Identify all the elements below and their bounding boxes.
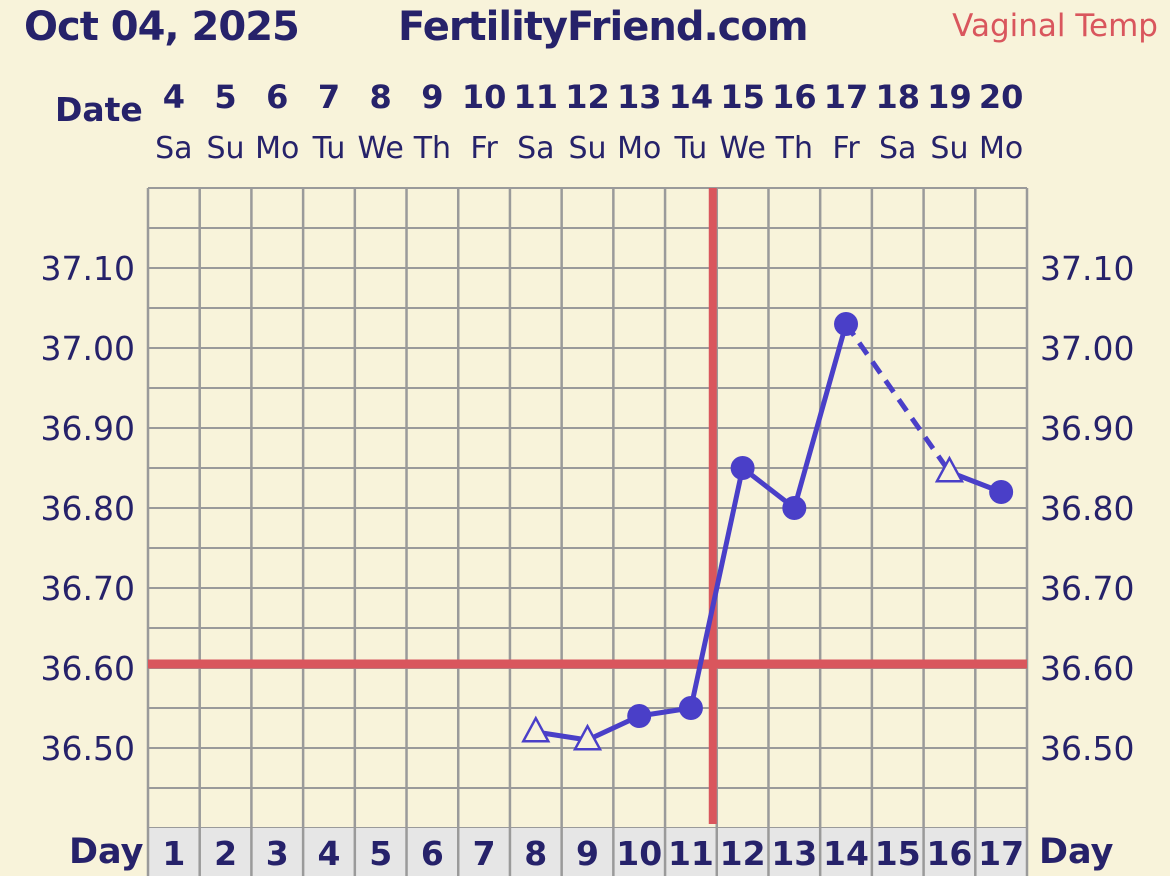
ytick-label-right: 36.60 [1040,649,1134,688]
date-label: 16 [772,78,817,116]
cycle-day-label: 14 [823,834,869,873]
date-label: 11 [514,78,559,116]
cycle-day-label: 16 [926,834,972,873]
weekday-label: Th [413,131,451,166]
weekday-label: Tu [674,131,708,166]
chart-grid [146,187,1029,829]
weekday-label: Mo [617,131,661,166]
cycle-day-label: 9 [576,834,599,873]
date-label: 10 [462,78,507,116]
series-segment [688,465,746,711]
date-label: 17 [824,78,869,116]
cycle-day-label: 4 [317,834,340,873]
ytick-label-left: 36.60 [41,649,135,688]
date-label: 19 [927,78,972,116]
cycle-day-row-bg [148,828,1027,876]
dates-row: 4 5 6 7 8 9 10 11 12 13 14 15 16 17 18 19 20 [163,78,1024,116]
weekday-label: Sa [155,131,192,166]
cycle-day-row: 1 2 3 4 5 6 7 8 9 10 11 12 13 14 15 16 17 [146,828,1029,876]
series-segment [791,321,849,511]
ytick-label-left: 36.80 [41,489,135,528]
temp-point [989,480,1014,504]
date-label: 5 [214,78,236,116]
weekday-label: Mo [255,131,299,166]
cycle-day-label: 8 [524,834,547,873]
cycle-day-label: 6 [421,834,444,873]
weekday-label: Mo [979,131,1023,166]
date-label: 6 [266,78,288,116]
temp-point [678,696,703,720]
cycle-day-label: 1 [162,834,185,873]
temp-method-label: Vaginal Temp [952,8,1158,44]
ytick-label-right: 37.00 [1040,329,1134,368]
date-label: 9 [421,78,443,116]
weekday-label: Sa [517,131,554,166]
cycle-day-label: 15 [875,834,921,873]
weekday-label: Su [568,131,606,166]
ytick-label-left: 37.00 [41,329,135,368]
weekdays-row: Sa Su Mo Tu We Th Fr Sa Su Mo Tu We Th Fr Sa Su Mo [155,131,1023,166]
cycle-day-label: 11 [668,834,714,873]
temp-point [730,456,755,480]
weekday-label: Su [207,131,245,166]
cycle-day-label: 2 [214,834,237,873]
cycle-day-label: 17 [978,834,1024,873]
weekday-label: Tu [312,131,346,166]
temperature-axis: 36.50 36.50 36.60 36.60 36.70 36.70 36.80 36.80… [41,249,1135,768]
ytick-label-left: 37.10 [41,249,135,288]
weekday-label: Su [930,131,968,166]
date-label: 14 [669,78,714,116]
ytick-label-right: 36.70 [1040,569,1134,608]
date-label: 15 [720,78,765,116]
weekday-label: We [357,131,403,166]
weekday-label: Th [775,131,813,166]
date-label: 8 [370,78,392,116]
weekday-label: We [719,131,765,166]
cycle-day-label: 12 [720,834,766,873]
date-label: 13 [617,78,662,116]
site-title: FertilityFriend.com [398,4,809,50]
ytick-label-right: 36.90 [1040,409,1134,448]
ytick-label-right: 37.10 [1040,249,1134,288]
day-row-label-left: Day [69,832,144,872]
ytick-label-left: 36.70 [41,569,135,608]
date-label: 20 [979,78,1024,116]
ytick-label-left: 36.90 [41,409,135,448]
cycle-day-label: 5 [369,834,392,873]
cycle-day-label: 7 [473,834,496,873]
date-label: 4 [163,78,185,116]
ytick-label-right: 36.50 [1040,729,1134,768]
temp-point-open [521,715,551,743]
weekday-label: Fr [832,131,860,166]
series-segment-dashed [843,322,952,474]
ytick-label-right: 36.80 [1040,489,1134,528]
date-row-label: Date [55,90,143,129]
date-label: 7 [318,78,340,116]
temp-point [834,312,859,336]
fertility-markers [148,188,1027,824]
day-row-label-right: Day [1039,832,1114,872]
weekday-label: Sa [879,131,916,166]
chart-date: Oct 04, 2025 [24,4,300,50]
cycle-day-label: 10 [616,834,662,873]
cycle-day-label: 13 [771,834,817,873]
date-label: 18 [875,78,920,116]
temperature-series [521,312,1014,751]
cycle-day-label: 3 [266,834,289,873]
temp-point-open [572,723,603,751]
weekday-label: Fr [470,131,498,166]
temp-point [782,496,807,520]
date-label: 12 [565,78,610,116]
temp-point [627,704,652,728]
temp-point-open [934,455,965,483]
ytick-label-left: 36.50 [41,729,135,768]
